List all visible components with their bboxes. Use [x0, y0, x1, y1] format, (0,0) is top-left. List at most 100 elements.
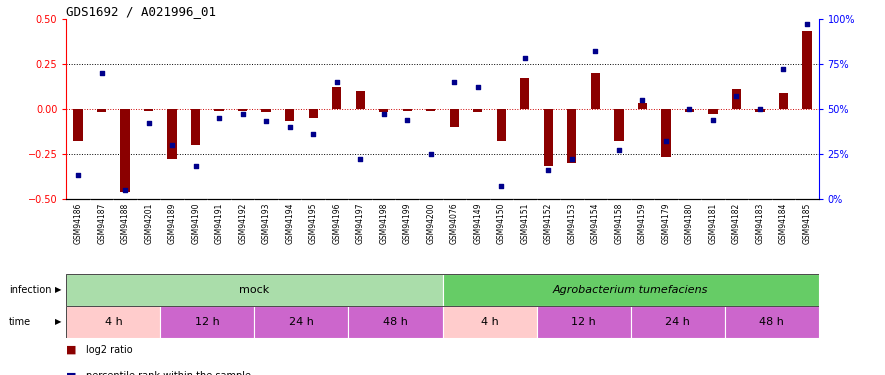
Point — [71, 172, 85, 178]
Text: mock: mock — [239, 285, 270, 295]
Text: GSM94159: GSM94159 — [638, 202, 647, 244]
Text: GSM94184: GSM94184 — [779, 202, 788, 244]
Point — [471, 84, 485, 90]
Bar — [590, 73, 600, 109]
Text: GSM94188: GSM94188 — [120, 202, 129, 244]
Point — [729, 93, 743, 99]
Bar — [732, 89, 741, 109]
Bar — [442, 306, 536, 338]
Bar — [214, 109, 224, 111]
Text: ■: ■ — [66, 371, 77, 375]
Point — [306, 131, 320, 137]
Bar — [536, 306, 630, 338]
Point — [682, 106, 696, 112]
Bar — [755, 109, 765, 112]
Text: GSM94186: GSM94186 — [73, 202, 82, 244]
Text: 4 h: 4 h — [481, 316, 498, 327]
Point — [776, 66, 790, 72]
Bar — [473, 109, 482, 112]
Bar — [426, 109, 435, 111]
Point — [753, 106, 767, 112]
Text: ▶: ▶ — [55, 285, 61, 294]
Text: GSM94197: GSM94197 — [356, 202, 365, 244]
Bar — [309, 109, 318, 118]
Point — [282, 124, 296, 130]
Point — [165, 142, 180, 148]
Point — [329, 79, 343, 85]
Text: GSM94076: GSM94076 — [450, 202, 458, 244]
Bar — [567, 109, 576, 163]
Text: ▶: ▶ — [55, 317, 61, 326]
Bar — [120, 109, 130, 192]
Point — [353, 156, 367, 162]
Text: GSM94158: GSM94158 — [614, 202, 623, 244]
Text: percentile rank within the sample: percentile rank within the sample — [86, 371, 250, 375]
Bar — [349, 306, 442, 338]
Bar — [614, 109, 624, 141]
Bar — [708, 109, 718, 114]
Text: GSM94150: GSM94150 — [496, 202, 505, 244]
Text: GSM94185: GSM94185 — [803, 202, 812, 244]
Bar — [403, 109, 412, 111]
Text: log2 ratio: log2 ratio — [86, 345, 133, 355]
Point — [518, 56, 532, 62]
Text: GSM94181: GSM94181 — [708, 202, 718, 244]
Point — [400, 117, 414, 123]
Bar — [255, 306, 349, 338]
Text: infection: infection — [9, 285, 51, 295]
Bar — [285, 109, 295, 122]
Bar — [496, 109, 506, 141]
Bar — [802, 32, 812, 109]
Bar — [637, 104, 647, 109]
Bar — [66, 274, 442, 306]
Text: 4 h: 4 h — [104, 316, 122, 327]
Point — [447, 79, 461, 85]
Text: GSM94149: GSM94149 — [473, 202, 482, 244]
Text: GSM94152: GSM94152 — [543, 202, 553, 244]
Text: GSM94187: GSM94187 — [97, 202, 106, 244]
Point — [612, 147, 626, 153]
Bar — [661, 109, 671, 158]
Bar — [66, 306, 160, 338]
Text: 12 h: 12 h — [571, 316, 596, 327]
Bar — [167, 109, 177, 159]
Text: GSM94154: GSM94154 — [591, 202, 600, 244]
Text: GSM94196: GSM94196 — [332, 202, 342, 244]
Text: GSM94183: GSM94183 — [756, 202, 765, 244]
Text: GSM94182: GSM94182 — [732, 202, 741, 244]
Bar — [332, 87, 342, 109]
Bar — [261, 109, 271, 112]
Bar — [543, 109, 553, 166]
Point — [95, 70, 109, 76]
Text: 24 h: 24 h — [289, 316, 314, 327]
Text: Agrobacterium tumefaciens: Agrobacterium tumefaciens — [553, 285, 708, 295]
Point — [212, 115, 227, 121]
Text: ■: ■ — [66, 345, 77, 355]
Text: GSM94195: GSM94195 — [309, 202, 318, 244]
Text: 24 h: 24 h — [666, 316, 690, 327]
Point — [589, 48, 603, 54]
Bar — [630, 306, 725, 338]
Text: GSM94198: GSM94198 — [380, 202, 389, 244]
Point — [542, 167, 556, 173]
Bar — [73, 109, 83, 141]
Bar — [97, 109, 106, 112]
Text: GSM94189: GSM94189 — [167, 202, 177, 244]
Text: GSM94180: GSM94180 — [685, 202, 694, 244]
Point — [118, 187, 132, 193]
Text: GSM94153: GSM94153 — [567, 202, 576, 244]
Point — [142, 120, 156, 126]
Point — [705, 117, 720, 123]
Text: GDS1692 / A021996_01: GDS1692 / A021996_01 — [66, 4, 216, 18]
Point — [658, 138, 673, 144]
Bar — [520, 78, 529, 109]
Bar — [685, 109, 694, 112]
Bar — [442, 274, 819, 306]
Text: GSM94179: GSM94179 — [661, 202, 670, 244]
Text: GSM94193: GSM94193 — [262, 202, 271, 244]
Point — [259, 118, 273, 124]
Point — [635, 97, 650, 103]
Text: GSM94199: GSM94199 — [403, 202, 412, 244]
Bar — [379, 109, 389, 112]
Bar — [191, 109, 200, 145]
